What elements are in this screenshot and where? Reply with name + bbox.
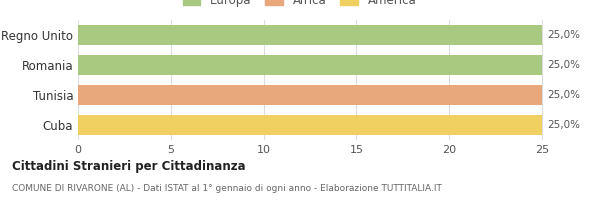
Text: 25,0%: 25,0% — [548, 90, 581, 100]
Bar — [78, 25, 542, 45]
Bar — [78, 115, 542, 135]
Text: 25,0%: 25,0% — [548, 30, 581, 40]
Bar — [78, 55, 542, 75]
Bar — [78, 85, 542, 105]
Text: COMUNE DI RIVARONE (AL) - Dati ISTAT al 1° gennaio di ogni anno - Elaborazione T: COMUNE DI RIVARONE (AL) - Dati ISTAT al … — [12, 184, 442, 193]
Text: Cittadini Stranieri per Cittadinanza: Cittadini Stranieri per Cittadinanza — [12, 160, 245, 173]
Text: 25,0%: 25,0% — [548, 60, 581, 70]
Legend: Europa, Africa, America: Europa, Africa, America — [178, 0, 421, 12]
Text: 25,0%: 25,0% — [548, 120, 581, 130]
